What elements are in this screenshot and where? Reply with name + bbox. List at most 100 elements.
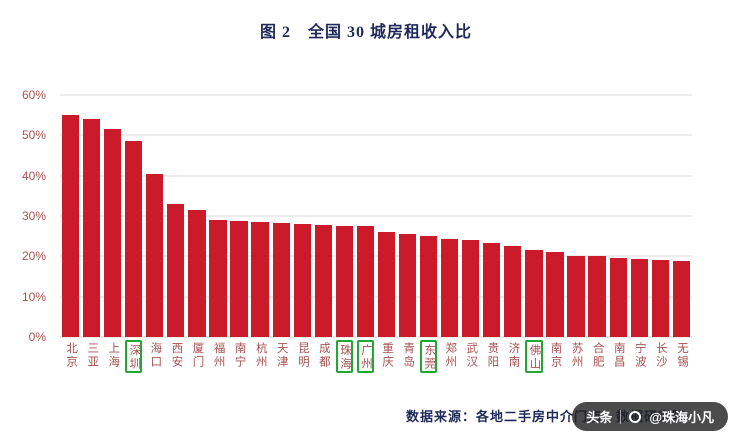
bar-column bbox=[81, 95, 102, 337]
y-axis-tick: 60% bbox=[21, 88, 46, 102]
x-axis-label: 南京 bbox=[549, 342, 562, 369]
x-axis-label: 三亚 bbox=[86, 342, 99, 369]
bar bbox=[588, 256, 606, 337]
bar bbox=[525, 250, 543, 337]
x-axis-label: 北京 bbox=[65, 342, 78, 369]
bar bbox=[104, 129, 122, 337]
watermark-divider-icon bbox=[620, 409, 622, 424]
gridline bbox=[60, 94, 692, 96]
x-label-cell: 郑州 bbox=[439, 342, 460, 371]
bar-column bbox=[481, 95, 502, 337]
x-axis-label: 长沙 bbox=[654, 342, 667, 369]
bar-column bbox=[60, 95, 81, 337]
x-axis-label: 宁波 bbox=[633, 342, 646, 369]
x-label-cell: 合肥 bbox=[587, 342, 608, 371]
gridline bbox=[60, 215, 692, 217]
x-label-cell: 无锡 bbox=[671, 342, 692, 371]
x-axis-label: 厦门 bbox=[191, 342, 204, 369]
x-axis-label: 无锡 bbox=[675, 342, 688, 369]
bar bbox=[483, 243, 501, 337]
bar-column bbox=[397, 95, 418, 337]
x-axis-label: 天津 bbox=[275, 342, 288, 369]
bar bbox=[504, 246, 522, 337]
bar-column bbox=[165, 95, 186, 337]
bar-column bbox=[650, 95, 671, 337]
bar bbox=[251, 222, 269, 337]
y-axis-tick: 40% bbox=[21, 168, 46, 183]
x-axis-label: 郑州 bbox=[444, 342, 457, 369]
x-label-cell: 西安 bbox=[165, 342, 186, 371]
x-axis-label: 武汉 bbox=[465, 342, 478, 369]
bar-column bbox=[250, 95, 271, 337]
y-axis-tick: 10% bbox=[21, 289, 46, 304]
bar bbox=[272, 223, 290, 337]
bar bbox=[314, 225, 332, 337]
bar-column bbox=[313, 95, 334, 337]
bar bbox=[567, 255, 585, 337]
x-label-cell: 济南 bbox=[502, 342, 523, 371]
bar bbox=[672, 261, 690, 337]
bar-column bbox=[271, 95, 292, 337]
x-label-cell: 海口 bbox=[144, 342, 165, 371]
bar-column bbox=[102, 95, 123, 337]
x-label-cell: 珠海 bbox=[334, 340, 355, 373]
x-label-cell: 成都 bbox=[313, 342, 334, 371]
x-label-cell: 青岛 bbox=[397, 342, 418, 371]
x-axis-label: 青岛 bbox=[402, 342, 415, 369]
y-axis: 0% 10% 20% 30% 40% 50% 60% bbox=[0, 88, 52, 344]
x-label-cell: 贵阳 bbox=[481, 342, 502, 371]
x-axis-label-highlighted: 东莞 bbox=[419, 340, 438, 373]
gridline bbox=[60, 255, 692, 257]
bar bbox=[462, 240, 480, 337]
watermark-handle: @珠海小凡 bbox=[649, 410, 714, 425]
bar-column bbox=[144, 95, 165, 337]
x-label-cell: 武汉 bbox=[460, 342, 481, 371]
x-axis-label-highlighted: 珠海 bbox=[335, 340, 353, 373]
gridline bbox=[60, 134, 692, 136]
y-axis-tick: 30% bbox=[21, 209, 46, 223]
bar-column bbox=[334, 95, 355, 337]
x-label-cell: 昆明 bbox=[292, 342, 313, 371]
bar bbox=[356, 226, 375, 337]
x-label-cell: 南宁 bbox=[229, 342, 250, 371]
y-axis-tick: 20% bbox=[21, 249, 46, 264]
x-axis-label: 昆明 bbox=[296, 342, 309, 369]
y-axis-tick: 0% bbox=[28, 330, 46, 344]
bar bbox=[209, 220, 227, 337]
watermark: 头条 @珠海小凡 bbox=[572, 402, 728, 431]
x-label-cell: 苏州 bbox=[566, 342, 587, 371]
bar bbox=[377, 232, 396, 337]
bar bbox=[609, 257, 627, 337]
bar bbox=[188, 209, 206, 337]
bar-column bbox=[629, 95, 650, 337]
bar-column bbox=[587, 95, 608, 337]
x-label-cell: 天津 bbox=[271, 342, 292, 371]
gridline bbox=[60, 175, 692, 177]
plot-area bbox=[60, 94, 692, 338]
x-axis-label-highlighted: 佛山 bbox=[525, 340, 543, 373]
gridline bbox=[60, 296, 692, 298]
chart-title: 图 2 全国 30 城房租收入比 bbox=[259, 24, 472, 41]
bar-column bbox=[123, 95, 144, 337]
x-label-cell: 宁波 bbox=[629, 342, 650, 371]
watermark-brand: 头条 bbox=[586, 410, 613, 425]
x-axis-label: 南宁 bbox=[233, 342, 246, 369]
x-label-cell: 厦门 bbox=[186, 342, 207, 371]
bar-column bbox=[460, 95, 481, 337]
bar-column bbox=[355, 95, 376, 337]
bar bbox=[82, 119, 101, 337]
x-axis-label: 海口 bbox=[149, 342, 162, 369]
bar bbox=[441, 239, 459, 337]
bar-column bbox=[439, 95, 460, 337]
x-label-cell: 佛山 bbox=[523, 340, 544, 373]
bar bbox=[651, 259, 669, 337]
bar-column bbox=[544, 95, 565, 337]
bar bbox=[61, 115, 80, 337]
bar bbox=[419, 236, 438, 337]
x-label-cell: 广州 bbox=[355, 340, 376, 373]
x-label-cell: 北京 bbox=[60, 342, 81, 371]
x-label-cell: 福州 bbox=[207, 342, 228, 371]
bar-column bbox=[207, 95, 228, 337]
x-label-cell: 杭州 bbox=[250, 342, 271, 371]
